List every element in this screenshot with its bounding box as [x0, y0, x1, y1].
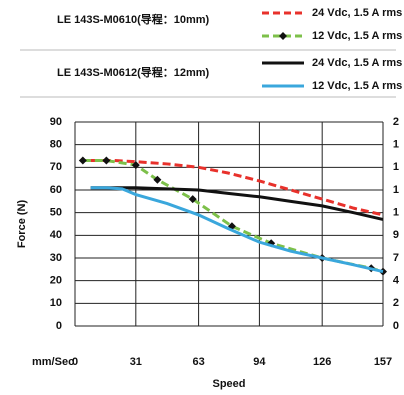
data-point [153, 175, 162, 184]
x-tick-label: 126 [313, 356, 331, 368]
data-point [188, 195, 197, 204]
legend-group-title: LE 143S-M0612(导程：12mm) [57, 65, 210, 79]
x-tick-label: 31 [130, 356, 142, 368]
y2-tick-label: 2 [393, 116, 399, 128]
x-tick-label: 94 [253, 356, 266, 368]
y2-tick-label: 4 [393, 275, 400, 287]
legend-label: 12 Vdc, 1.5 A rms [312, 80, 402, 92]
y2-tick-label: 7 [393, 252, 399, 264]
y-tick-label: 80 [50, 139, 62, 151]
series-line [90, 159, 384, 217]
y-tick-label: 0 [56, 320, 62, 332]
legend-label: 24 Vdc, 1.5 A rms [312, 7, 402, 19]
x-axis-label: Speed [212, 378, 245, 390]
y-tick-label: 60 [50, 184, 62, 196]
data-point [78, 156, 87, 165]
y2-tick-label: 1 [393, 139, 399, 151]
data-point [131, 161, 140, 170]
y2-tick-label: 1 [393, 161, 399, 173]
y2-tick-label: 2 [393, 297, 399, 309]
legend-group-title: LE 143S-M0610(导程：10mm) [57, 12, 210, 26]
y-tick-label: 30 [50, 252, 62, 264]
y-tick-label: 70 [50, 161, 62, 173]
y2-tick-label: 9 [393, 229, 399, 241]
y2-tick-label: 0 [393, 320, 399, 332]
y2-tick-label: 1 [393, 184, 399, 196]
x-unit-label: mm/Sec [32, 356, 74, 368]
legend-label: 24 Vdc, 1.5 A rms [312, 57, 402, 69]
y-tick-label: 90 [50, 116, 62, 128]
x-tick-label: 63 [192, 356, 204, 368]
y2-tick-label: 1 [393, 207, 399, 219]
y-tick-label: 20 [50, 275, 62, 287]
series-line [90, 186, 384, 221]
legend-label: 12 Vdc, 1.5 A rms [312, 30, 402, 42]
y-tick-label: 50 [50, 207, 62, 219]
data-point [102, 156, 111, 165]
x-tick-label: 157 [374, 356, 392, 368]
series-line [90, 186, 384, 274]
y-tick-label: 10 [50, 297, 62, 309]
x-tick-label: 0 [72, 356, 78, 368]
y-axis-label: Force (N) [16, 200, 28, 249]
y-tick-label: 40 [50, 229, 62, 241]
series-line [82, 159, 384, 274]
legend-marker [279, 32, 287, 40]
